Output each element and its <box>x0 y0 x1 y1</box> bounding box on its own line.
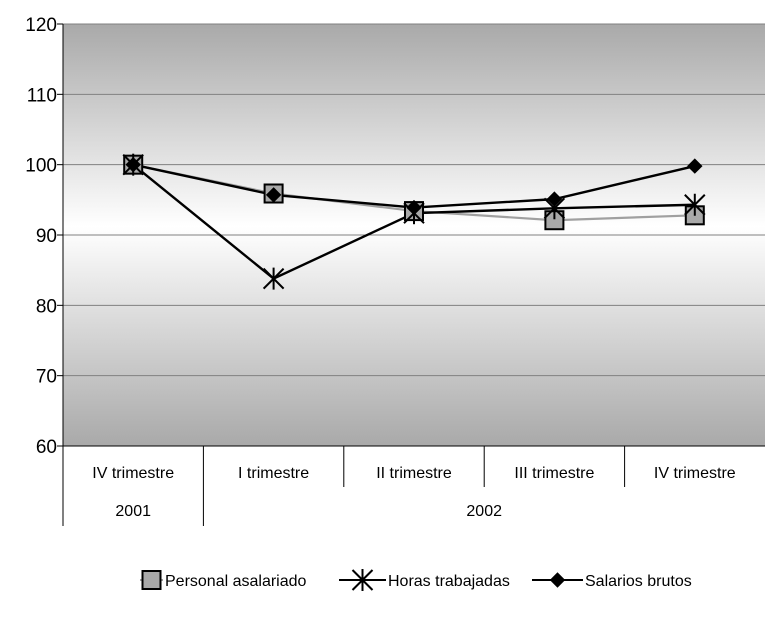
legend-item: Personal asalariado <box>140 570 307 590</box>
legend: Personal asalariado Horas trabajadas Salar… <box>140 569 692 591</box>
x-group-label: 2001 <box>115 503 151 520</box>
y-tick-label: 100 <box>25 156 57 177</box>
legend-marker <box>549 572 566 588</box>
data-point <box>262 267 285 290</box>
x-category-label: IV trimestre <box>92 465 174 482</box>
x-group-label: 2002 <box>466 503 502 520</box>
legend-label: Personal asalariado <box>165 573 307 590</box>
data-point <box>546 191 563 207</box>
y-tick-label: 120 <box>25 15 57 36</box>
y-tick-label: 60 <box>36 437 57 458</box>
legend-item: Horas trabajadas <box>339 569 510 591</box>
y-tick-label: 80 <box>36 296 57 317</box>
y-tick-label: 90 <box>36 226 57 247</box>
gridlines <box>63 23 765 377</box>
x-category-label: II trimestre <box>376 465 452 482</box>
x-category-label: III trimestre <box>514 465 594 482</box>
y-tick-label: 110 <box>27 85 57 106</box>
y-tick-labels: 60 70 80 90 100 110 120 <box>25 15 57 458</box>
legend-item: Salarios brutos <box>532 572 692 590</box>
legend-marker <box>351 569 374 591</box>
legend-label: Salarios brutos <box>585 573 692 590</box>
data-point <box>265 187 282 203</box>
axes <box>57 23 765 526</box>
series-group <box>122 153 706 290</box>
data-point <box>687 158 703 174</box>
y-tick-label: 70 <box>36 367 57 388</box>
data-point <box>125 156 141 173</box>
x-category-labels: IV trimestre I trimestre II trimestre III t… <box>92 465 735 520</box>
data-point <box>684 193 706 216</box>
legend-marker <box>141 570 162 590</box>
x-category-label: IV trimestre <box>654 465 736 482</box>
data-point <box>406 199 422 216</box>
x-category-label: I trimestre <box>238 465 309 482</box>
legend-label: Horas trabajadas <box>388 573 510 590</box>
